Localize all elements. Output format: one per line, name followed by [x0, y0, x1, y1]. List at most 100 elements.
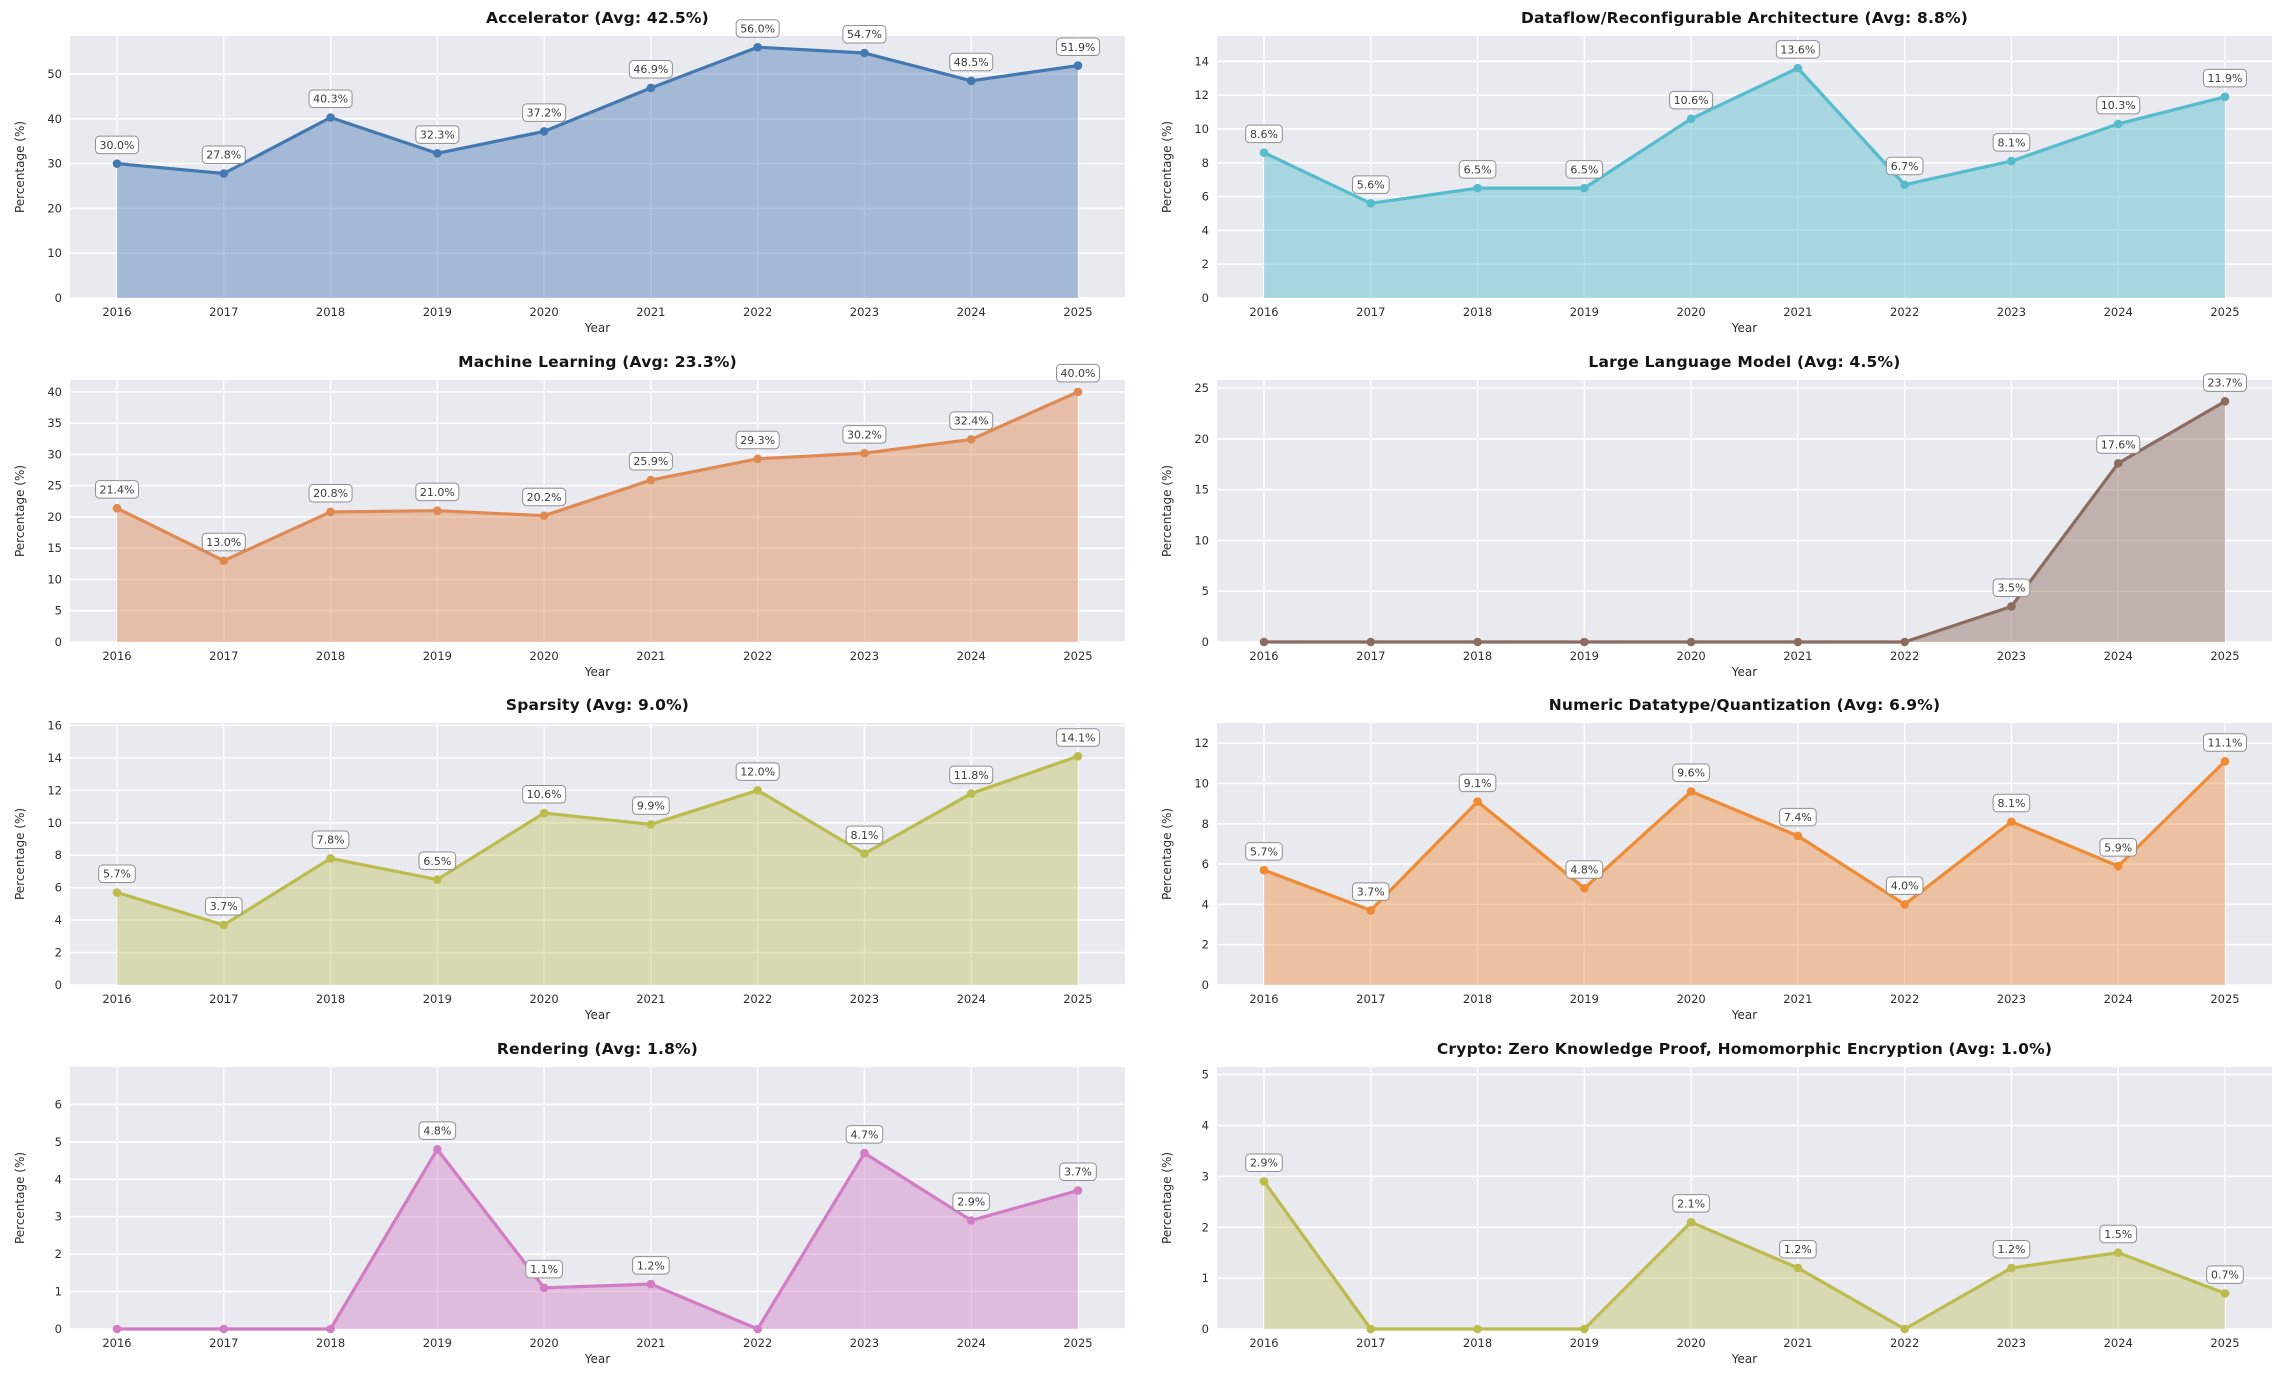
y-tick-label: 0 [1202, 978, 1209, 992]
grid [1217, 36, 2272, 299]
data-point [1073, 61, 1083, 70]
x-tick-label: 2025 [1063, 305, 1092, 319]
data-point [1793, 831, 1803, 841]
data-point [1580, 1324, 1589, 1333]
value-label-box [1565, 160, 1604, 179]
value-label-box [1056, 37, 1100, 57]
x-tick-label: 2016 [102, 992, 131, 1006]
data-point [539, 1283, 549, 1292]
y-tick-label: 4 [1202, 223, 1209, 237]
x-tick-label: 2020 [1676, 305, 1705, 319]
chart-title: Crypto: Zero Knowledge Proof, Homomorphi… [1436, 1039, 2053, 1058]
series-markers [1259, 396, 2230, 646]
value-labels: 5.7% 3.7% 9.1% 4.8% 9.6% 7.4% 4.0% 8.1% 5.9% 11.1… [1245, 733, 2247, 901]
value-label: 2.9% [957, 1195, 985, 1208]
y-tick-label: 2 [1202, 257, 1209, 271]
x-tick-label: 2019 [423, 305, 452, 319]
value-label: 6.5% [1464, 163, 1492, 176]
data-point [112, 1324, 122, 1333]
data-point [1259, 148, 1269, 157]
x-tick-label: 2020 [1676, 992, 1705, 1006]
x-tick-label: 2025 [2210, 649, 2239, 663]
y-tick-label: 6 [55, 881, 62, 895]
chart-title: Numeric Datatype/Quantization (Avg: 6.9%… [1548, 696, 1941, 714]
data-point [1900, 637, 1909, 646]
y-axis-ticks: 0 2 4 6 8 10 12 14 [1194, 54, 1209, 305]
value-label-box [1245, 842, 1283, 861]
value-label-box [842, 25, 887, 44]
y-axis-ticks: 0 1 2 3 4 5 [1202, 1067, 1209, 1335]
value-label-box [418, 851, 457, 871]
data-point [1900, 180, 1909, 190]
value-label-box [2203, 372, 2247, 392]
grid [1217, 1066, 2272, 1330]
machine-learning-chart-canvas: 21.4% 13.0% 20.8% 21.0% 20.2% 25.9% 29.3% 30.2%… [13, 363, 1125, 679]
x-tick-label: 2018 [1463, 992, 1492, 1006]
value-label: 46.9% [633, 63, 668, 76]
y-tick-label: 20 [47, 509, 62, 523]
value-label-box [1056, 363, 1100, 382]
x-tick-label: 2019 [1570, 649, 1599, 663]
data-point [1073, 387, 1083, 396]
data-point [2007, 156, 2016, 166]
x-axis-ticks: 2016 2017 2018 2019 2020 2021 2022 2023 2024 2025 [102, 649, 1092, 663]
x-tick-label: 2023 [1997, 1336, 2026, 1350]
quantization-chart-canvas: 5.7% 3.7% 9.1% 4.8% 9.6% 7.4% 4.0% 8.1% 5.9% 11.1… [1160, 723, 2272, 1022]
x-tick-label: 2023 [1997, 649, 2026, 663]
grid [1217, 379, 2272, 643]
x-axis-ticks: 2016 2017 2018 2019 2020 2021 2022 2023 2024 2025 [1249, 305, 2239, 319]
value-label-box [95, 479, 139, 499]
x-axis-label: Year [1731, 1352, 1757, 1366]
chart-numeric-datatype-quantization: Numeric Datatype/Quantization (Avg: 6.9%… [1147, 687, 2294, 1031]
value-label-box [522, 103, 567, 122]
value-label: 40.0% [1061, 367, 1096, 380]
value-labels: 5.7% 3.7% 7.8% 6.5% 10.6% 9.9% 12.0% 8.1% 11.8% 1… [98, 728, 1100, 916]
value-label-box [1992, 1239, 2031, 1258]
y-tick-label: 40 [47, 112, 62, 126]
y-tick-label: 8 [1202, 817, 1209, 831]
data-point [539, 127, 549, 136]
x-tick-label: 2018 [1463, 1336, 1492, 1350]
y-tick-label: 20 [47, 201, 62, 215]
x-tick-label: 2023 [1997, 305, 2026, 319]
value-label: 4.7% [850, 1128, 878, 1141]
value-label: 8.1% [1997, 136, 2025, 149]
data-point [1793, 637, 1803, 646]
value-label-box [98, 864, 136, 884]
data-point [326, 113, 335, 122]
value-label: 11.1% [2208, 736, 2243, 749]
x-tick-label: 2025 [2210, 1336, 2239, 1350]
data-point [966, 76, 976, 86]
x-tick-label: 2025 [2210, 305, 2239, 319]
x-tick-label: 2021 [1783, 649, 1812, 663]
series-area-fill [1264, 1180, 2225, 1329]
value-label-box [1458, 773, 1497, 793]
value-label: 2.9% [1250, 1156, 1278, 1169]
value-label: 1.5% [2104, 1227, 2132, 1240]
data-point [1580, 883, 1589, 893]
x-axis-ticks: 2016 2017 2018 2019 2020 2021 2022 2023 2024 2025 [102, 992, 1092, 1006]
y-tick-label: 12 [1194, 88, 1209, 102]
value-label: 13.6% [1780, 43, 1815, 56]
y-tick-label: 12 [1194, 736, 1209, 750]
x-tick-label: 2024 [2104, 992, 2133, 1006]
x-tick-label: 2024 [957, 305, 986, 319]
value-label: 3.7% [1357, 886, 1385, 899]
y-tick-label: 4 [55, 1172, 62, 1186]
y-tick-label: 0 [55, 291, 62, 305]
y-tick-label: 12 [47, 783, 62, 797]
chart-sparsity: Sparsity (Avg: 9.0%) 5.7% 3.7% 7.8% 6.5% 10.… [0, 687, 1147, 1031]
value-label: 48.5% [954, 56, 989, 69]
value-label: 12.0% [740, 766, 775, 779]
series-area-fill [117, 47, 1078, 299]
value-label-box [2203, 68, 2247, 88]
y-tick-label: 2 [55, 1247, 62, 1261]
value-label: 11.9% [2208, 72, 2243, 85]
data-point [2113, 1247, 2123, 1257]
value-label-box [522, 487, 567, 506]
data-point [1366, 906, 1376, 915]
x-tick-label: 2017 [1356, 649, 1385, 663]
data-point [753, 42, 762, 52]
data-point [1473, 637, 1482, 646]
x-tick-label: 2017 [1356, 305, 1385, 319]
